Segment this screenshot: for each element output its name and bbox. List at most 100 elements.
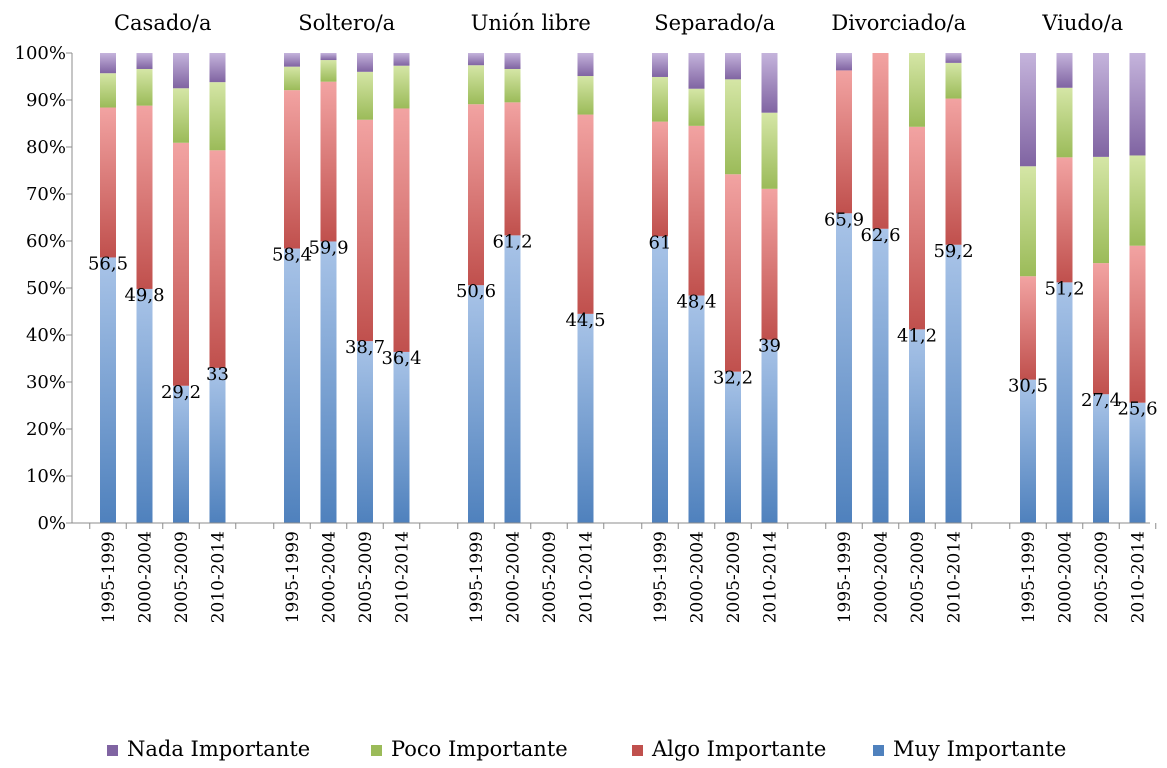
legend-swatch (371, 745, 382, 756)
bar-segment-algo-importante (1093, 263, 1109, 395)
bar-segment-muy-importante (173, 385, 189, 523)
x-tick-label: 2005-2009 (172, 531, 192, 623)
bar-segment-algo-importante (652, 121, 668, 237)
data-label: 38,7 (345, 337, 385, 358)
bar-segment-poco-importante (173, 88, 189, 143)
bar-segment-nada-importante (577, 53, 594, 77)
bar-segment-algo-importante (909, 126, 925, 330)
bar-segment-nada-importante (1020, 53, 1036, 167)
bar-segment-algo-importante (284, 90, 300, 249)
bar-segment-poco-importante (725, 79, 741, 175)
group-label: Unión libre (471, 11, 591, 35)
data-label: 44,5 (565, 310, 605, 331)
bar-segment-algo-importante (100, 107, 116, 258)
x-tick-label: 2005-2009 (356, 531, 376, 623)
bar-segment-nada-importante (725, 53, 741, 80)
bar-segment-poco-importante (909, 53, 925, 127)
bar-segment-algo-importante (577, 114, 594, 314)
bar-segment-poco-importante (761, 112, 778, 189)
legend-label: Muy Importante (893, 737, 1066, 761)
y-tick-label: 100% (15, 43, 66, 64)
bar-segment-poco-importante (468, 65, 484, 105)
bar-segment-algo-importante (209, 150, 226, 368)
x-tick-label: 2000-2004 (872, 531, 892, 623)
legend-label: Nada Importante (127, 737, 310, 761)
bar-segment-nada-importante (652, 53, 668, 77)
bar-segment-nada-importante (945, 53, 962, 63)
bar-segment-poco-importante (945, 62, 962, 99)
group-label: Casado/a (114, 11, 212, 35)
bar-segment-muy-importante (725, 371, 741, 523)
x-tick-label: 2010-2014 (761, 531, 781, 623)
bar-segment-muy-importante (836, 213, 852, 523)
bar-segment-nada-importante (173, 53, 189, 89)
y-tick-label: 60% (26, 231, 66, 252)
bar-segment-poco-importante (1056, 87, 1073, 158)
bar-segment-poco-importante (504, 68, 521, 103)
x-tick-label: 1995-1999 (283, 531, 303, 623)
bar-segment-muy-importante (909, 329, 925, 523)
bar-segment-muy-importante (320, 241, 337, 523)
y-tick-label: 10% (26, 466, 66, 487)
legend-swatch (632, 745, 643, 756)
data-label: 33 (206, 364, 229, 385)
bar-segment-muy-importante (284, 248, 300, 523)
data-label: 30,5 (1008, 376, 1048, 397)
y-tick-label: 50% (26, 278, 66, 299)
bar-segment-muy-importante (577, 313, 594, 523)
bar-segment-algo-importante (504, 102, 521, 236)
bar-segment-muy-importante (652, 236, 668, 524)
group-label: Viudo/a (1041, 11, 1123, 35)
bar-segment-poco-importante (688, 88, 705, 126)
x-tick-label: 2010-2014 (209, 531, 229, 623)
data-label: 36,4 (381, 348, 421, 369)
x-tick-label: 1995-1999 (835, 531, 855, 623)
data-label: 50,6 (456, 281, 496, 302)
bar-segment-muy-importante (393, 351, 410, 523)
bar-segment-algo-importante (1020, 276, 1036, 380)
data-label: 61 (649, 232, 672, 253)
bar-segment-muy-importante (1056, 282, 1073, 523)
bar-segment-nada-importante (284, 53, 300, 67)
x-tick-label: 2000-2004 (136, 531, 156, 623)
bar-segment-poco-importante (209, 82, 226, 151)
bar-segment-muy-importante (1093, 394, 1109, 523)
bar-segment-poco-importante (100, 73, 116, 108)
group-labels: Casado/a Soltero/a Unión libre Separado/a Di… (114, 11, 1123, 35)
group-label: Separado/a (654, 11, 775, 35)
data-label: 48,4 (676, 292, 716, 313)
bar-segment-nada-importante (688, 53, 705, 89)
bar-segment-nada-importante (504, 53, 521, 69)
bar-segment-nada-importante (468, 53, 484, 66)
x-tick-label: 2000-2004 (688, 531, 708, 623)
x-tick-label: 2010-2014 (577, 531, 597, 623)
x-tick-label: 1995-1999 (1019, 531, 1039, 623)
bar-segment-muy-importante (872, 228, 889, 523)
x-tick-label: 2005-2009 (724, 531, 744, 623)
bar-segment-muy-importante (136, 288, 153, 523)
bar-segment-algo-importante (1056, 157, 1073, 283)
bar-segment-algo-importante (173, 142, 189, 386)
y-axis: 0% 10% 20% 30% 40% 50% 60% 70% 80% 90% 100% (15, 43, 73, 534)
bar-segment-algo-importante (1129, 245, 1146, 403)
legend-swatch (873, 745, 884, 756)
bar-segment-nada-importante (1093, 53, 1109, 157)
bar-segment-nada-importante (761, 53, 778, 113)
legend-label: Algo Importante (651, 737, 826, 761)
data-label: 39 (758, 336, 781, 357)
x-tick-label: 2000-2004 (504, 531, 524, 623)
data-label: 49,8 (124, 285, 164, 306)
bar-segment-algo-importante (836, 70, 852, 214)
data-label: 65,9 (824, 209, 864, 230)
bar-segment-algo-importante (945, 98, 962, 245)
legend-item: Muy Importante (873, 737, 1066, 761)
y-tick-label: 0% (37, 513, 66, 534)
bar-segment-muy-importante (504, 235, 521, 524)
bar-segment-muy-importante (761, 339, 778, 523)
x-tick-label: 1995-1999 (99, 531, 119, 623)
bar-segment-algo-importante (468, 104, 484, 286)
group-label: Divorciado/a (831, 11, 966, 35)
x-tick-label: 2005-2009 (1092, 531, 1112, 623)
bar-segment-muy-importante (1129, 402, 1146, 523)
